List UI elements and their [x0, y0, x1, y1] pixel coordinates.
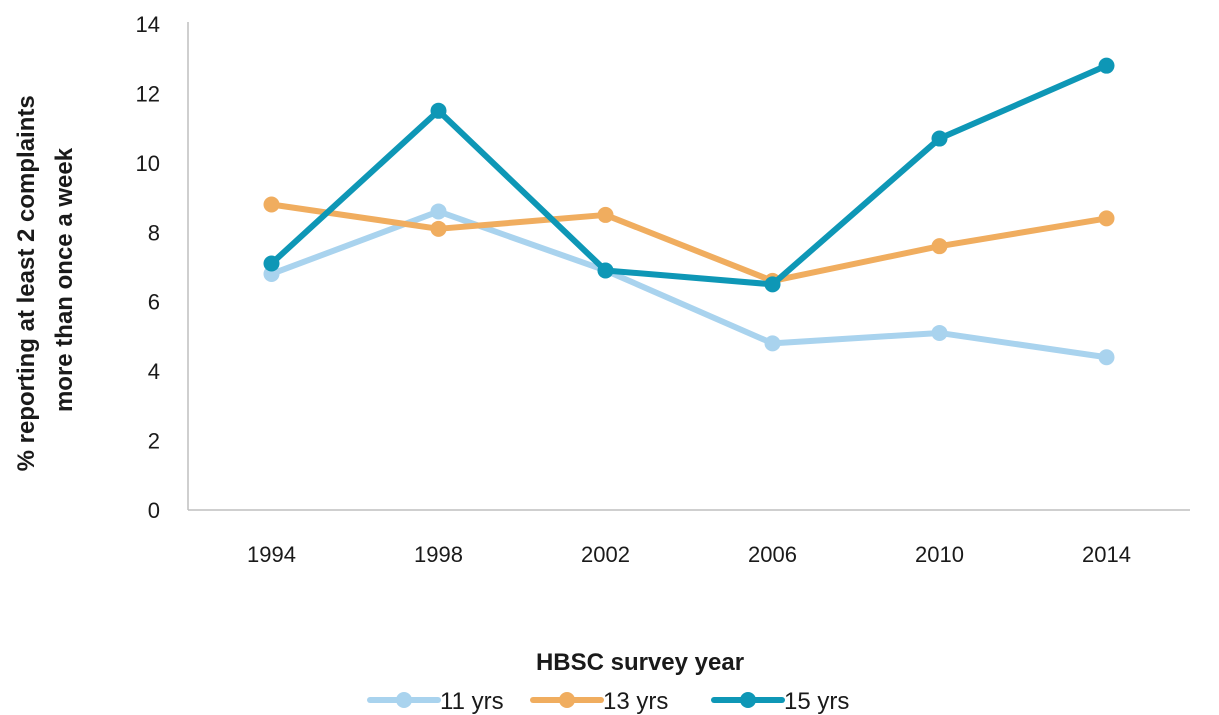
data-point [1098, 210, 1115, 227]
x-tick-label: 2010 [915, 542, 964, 567]
y-tick-label: 6 [148, 290, 160, 315]
series-line [268, 201, 1110, 284]
x-tick-label: 2002 [581, 542, 630, 567]
series-3 [263, 57, 1115, 293]
x-tick-label: 1994 [247, 542, 296, 567]
legend-marker [559, 692, 575, 708]
x-axis-title: HBSC survey year [536, 649, 744, 676]
data-point [1098, 349, 1115, 366]
legend-label: 15 yrs [784, 688, 849, 715]
data-point [931, 324, 948, 341]
x-tick-label: 2006 [748, 542, 797, 567]
x-tick-label: 2014 [1082, 542, 1131, 567]
x-tick-labels: 1994 1998 2002 2006 2010 2014 [247, 542, 1131, 567]
y-tick-label: 2 [148, 429, 160, 454]
y-tick-label: 0 [148, 498, 160, 523]
data-point [263, 196, 280, 213]
y-tick-label: 14 [136, 12, 160, 37]
data-point [430, 102, 447, 119]
series-1 [263, 203, 1115, 366]
data-point [597, 262, 614, 279]
series-line [268, 208, 1110, 361]
legend-item: 11 yrs [367, 688, 504, 715]
legend-marker [396, 692, 412, 708]
data-point [1098, 57, 1115, 74]
y-axis-title-line-2: more than once a week [51, 147, 78, 412]
data-point [430, 220, 447, 237]
data-point [764, 335, 781, 352]
x-tick-label: 1998 [414, 542, 463, 567]
data-point [430, 203, 447, 220]
y-tick-label: 12 [136, 81, 160, 106]
plot-area [187, 22, 1190, 511]
data-point [263, 255, 280, 272]
legend-label: 13 yrs [603, 688, 668, 715]
legend-item: 13 yrs [530, 688, 668, 715]
legend-label: 11 yrs [440, 688, 504, 715]
y-tick-label: 10 [136, 151, 160, 176]
data-point [597, 206, 614, 223]
legend: 11 yrs 13 yrs 15 yrs [367, 688, 849, 715]
series-layer [263, 57, 1115, 366]
series-line [268, 62, 1110, 288]
legend-marker [740, 692, 756, 708]
y-tick-labels: 0 2 4 6 8 10 12 14 [136, 12, 160, 523]
y-tick-label: 8 [148, 220, 160, 245]
data-point [931, 130, 948, 147]
y-axis-title-line-1: % reporting at least 2 complaints [13, 95, 40, 471]
data-point [764, 276, 781, 293]
y-tick-label: 4 [148, 359, 160, 384]
data-point [931, 238, 948, 255]
y-axis-title: % reporting at least 2 complaints more t… [13, 89, 78, 472]
legend-item: 15 yrs [711, 688, 849, 715]
